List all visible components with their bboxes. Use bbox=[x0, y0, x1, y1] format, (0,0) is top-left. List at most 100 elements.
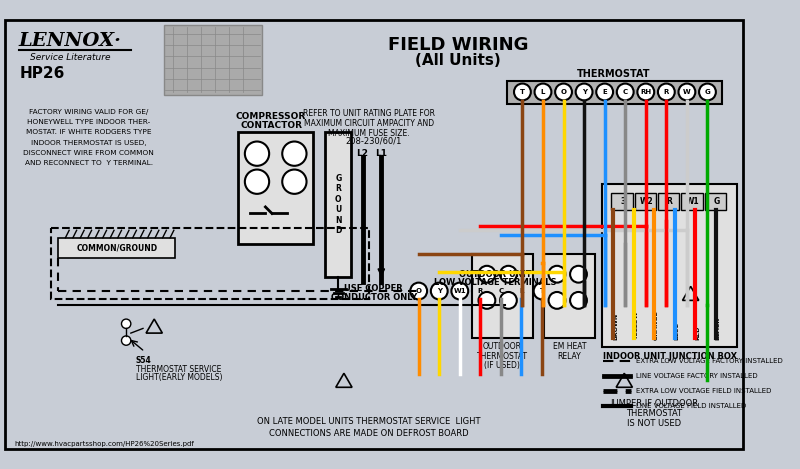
Text: LINE VOLTAGE FACTORY INSTALLED: LINE VOLTAGE FACTORY INSTALLED bbox=[635, 373, 757, 379]
Text: MAXIMUM CIRCUIT AMPACITY AND: MAXIMUM CIRCUIT AMPACITY AND bbox=[304, 119, 434, 128]
Text: JUMPER IF OUTDOOR: JUMPER IF OUTDOOR bbox=[610, 399, 698, 408]
Text: ORANGE: ORANGE bbox=[654, 310, 659, 340]
Circle shape bbox=[570, 266, 587, 283]
Text: CONDUCTOR ONLY: CONDUCTOR ONLY bbox=[330, 293, 417, 302]
Circle shape bbox=[576, 83, 593, 100]
Bar bbox=[238, 132, 313, 244]
Text: BROWN: BROWN bbox=[613, 312, 618, 340]
Text: 3: 3 bbox=[620, 197, 626, 206]
Circle shape bbox=[282, 170, 306, 194]
Text: RH: RH bbox=[640, 89, 651, 95]
Circle shape bbox=[534, 283, 550, 299]
Circle shape bbox=[514, 83, 531, 100]
Text: R: R bbox=[664, 89, 669, 95]
Text: EXTRA LOW VOLTAGE FACTORY INSTALLED: EXTRA LOW VOLTAGE FACTORY INSTALLED bbox=[635, 358, 782, 364]
Text: W: W bbox=[683, 89, 690, 95]
Bar bbox=[544, 254, 595, 338]
Text: THERMOSTAT: THERMOSTAT bbox=[578, 68, 650, 79]
Circle shape bbox=[282, 142, 306, 166]
Text: http://www.hvacpartsshop.com/HP26%20Series.pdf: http://www.hvacpartsshop.com/HP26%20Seri… bbox=[14, 440, 194, 446]
Text: MOSTAT. IF WHITE RODGERS TYPE: MOSTAT. IF WHITE RODGERS TYPE bbox=[26, 129, 151, 136]
Circle shape bbox=[245, 170, 269, 194]
Text: INDOOR UNIT JUNCTION BOX: INDOOR UNIT JUNCTION BOX bbox=[602, 352, 737, 361]
Text: T: T bbox=[520, 89, 525, 95]
Text: REFER TO UNIT RATING PLATE FOR: REFER TO UNIT RATING PLATE FOR bbox=[303, 109, 435, 118]
Circle shape bbox=[555, 83, 572, 100]
Bar bbox=[602, 183, 738, 347]
Text: O: O bbox=[416, 288, 422, 294]
Circle shape bbox=[493, 283, 510, 299]
Text: COMMON/GROUND: COMMON/GROUND bbox=[76, 243, 158, 252]
Text: INDOOR THERMOSTAT IS USED,: INDOOR THERMOSTAT IS USED, bbox=[31, 140, 146, 146]
Text: YELLOW: YELLOW bbox=[634, 311, 638, 340]
Text: S54: S54 bbox=[135, 356, 151, 365]
Text: L: L bbox=[541, 89, 545, 95]
Circle shape bbox=[534, 83, 551, 100]
Circle shape bbox=[549, 292, 566, 309]
Circle shape bbox=[570, 292, 587, 309]
Circle shape bbox=[451, 283, 468, 299]
Circle shape bbox=[500, 266, 517, 283]
Circle shape bbox=[478, 292, 495, 309]
Text: T: T bbox=[539, 288, 545, 294]
Text: HP26: HP26 bbox=[19, 66, 65, 81]
Circle shape bbox=[431, 283, 448, 299]
Circle shape bbox=[617, 83, 634, 100]
Circle shape bbox=[596, 83, 613, 100]
Text: 208-230/60/1: 208-230/60/1 bbox=[346, 137, 402, 146]
Text: DISCONNECT WIRE FROM COMMON: DISCONNECT WIRE FROM COMMON bbox=[23, 150, 154, 156]
Bar bbox=[705, 193, 726, 210]
Text: R: R bbox=[666, 197, 673, 206]
Text: OUTDOOR: OUTDOOR bbox=[483, 342, 522, 351]
Circle shape bbox=[638, 83, 654, 100]
Text: LENNOX·: LENNOX· bbox=[18, 32, 122, 50]
Circle shape bbox=[410, 283, 427, 299]
Text: L2: L2 bbox=[357, 149, 369, 158]
Bar bbox=[658, 193, 679, 210]
Circle shape bbox=[500, 292, 517, 309]
Circle shape bbox=[549, 266, 566, 283]
Bar bbox=[472, 254, 533, 338]
Circle shape bbox=[245, 142, 269, 166]
Bar bbox=[58, 238, 174, 258]
Text: LINE VOLTAGE FIELD INSTALLED: LINE VOLTAGE FIELD INSTALLED bbox=[635, 403, 746, 409]
Text: Y: Y bbox=[437, 288, 442, 294]
Text: THERMOSTAT: THERMOSTAT bbox=[477, 352, 528, 361]
Text: IS NOT USED: IS NOT USED bbox=[627, 419, 682, 428]
Text: FACTORY WIRING VALID FOR GE/: FACTORY WIRING VALID FOR GE/ bbox=[29, 109, 149, 115]
Text: C: C bbox=[498, 288, 503, 294]
Text: USE COPPER: USE COPPER bbox=[345, 284, 403, 293]
Text: BLUE: BLUE bbox=[674, 322, 680, 340]
Text: ON LATE MODEL UNITS THERMOSTAT SERVICE  LIGHT: ON LATE MODEL UNITS THERMOSTAT SERVICE L… bbox=[258, 417, 481, 426]
Circle shape bbox=[513, 283, 530, 299]
Circle shape bbox=[122, 336, 131, 345]
Text: W1: W1 bbox=[686, 197, 700, 206]
Text: (IF USED): (IF USED) bbox=[484, 361, 520, 370]
Circle shape bbox=[699, 83, 716, 100]
Circle shape bbox=[678, 83, 695, 100]
Bar bbox=[611, 193, 633, 210]
Text: RELAY: RELAY bbox=[558, 352, 582, 361]
Text: AND RECONNECT TO  Y TERMINAL.: AND RECONNECT TO Y TERMINAL. bbox=[25, 160, 153, 166]
Text: Service Literature: Service Literature bbox=[30, 53, 110, 62]
Text: COMPRESSOR: COMPRESSOR bbox=[236, 112, 306, 121]
Text: FIELD WIRING: FIELD WIRING bbox=[388, 36, 528, 54]
Text: HONEYWELL TYPE INDOOR THER-: HONEYWELL TYPE INDOOR THER- bbox=[27, 119, 150, 125]
Text: OUTDOOR UNIT: OUTDOOR UNIT bbox=[459, 271, 532, 280]
Text: CONTACTOR: CONTACTOR bbox=[240, 121, 302, 130]
Text: G: G bbox=[705, 89, 710, 95]
Text: C: C bbox=[622, 89, 628, 95]
Text: W2: W2 bbox=[639, 197, 653, 206]
Text: E: E bbox=[602, 89, 607, 95]
Text: G: G bbox=[714, 197, 719, 206]
Text: BLACK: BLACK bbox=[716, 317, 721, 340]
Text: Y: Y bbox=[582, 89, 586, 95]
Bar bbox=[682, 193, 702, 210]
Bar bbox=[326, 132, 351, 277]
Text: MAXIMUM FUSE SIZE.: MAXIMUM FUSE SIZE. bbox=[328, 129, 410, 138]
Text: (All Units): (All Units) bbox=[415, 53, 501, 68]
Text: L1: L1 bbox=[375, 149, 387, 158]
Text: RED: RED bbox=[695, 325, 700, 340]
Text: R: R bbox=[478, 288, 483, 294]
Bar bbox=[51, 228, 369, 298]
